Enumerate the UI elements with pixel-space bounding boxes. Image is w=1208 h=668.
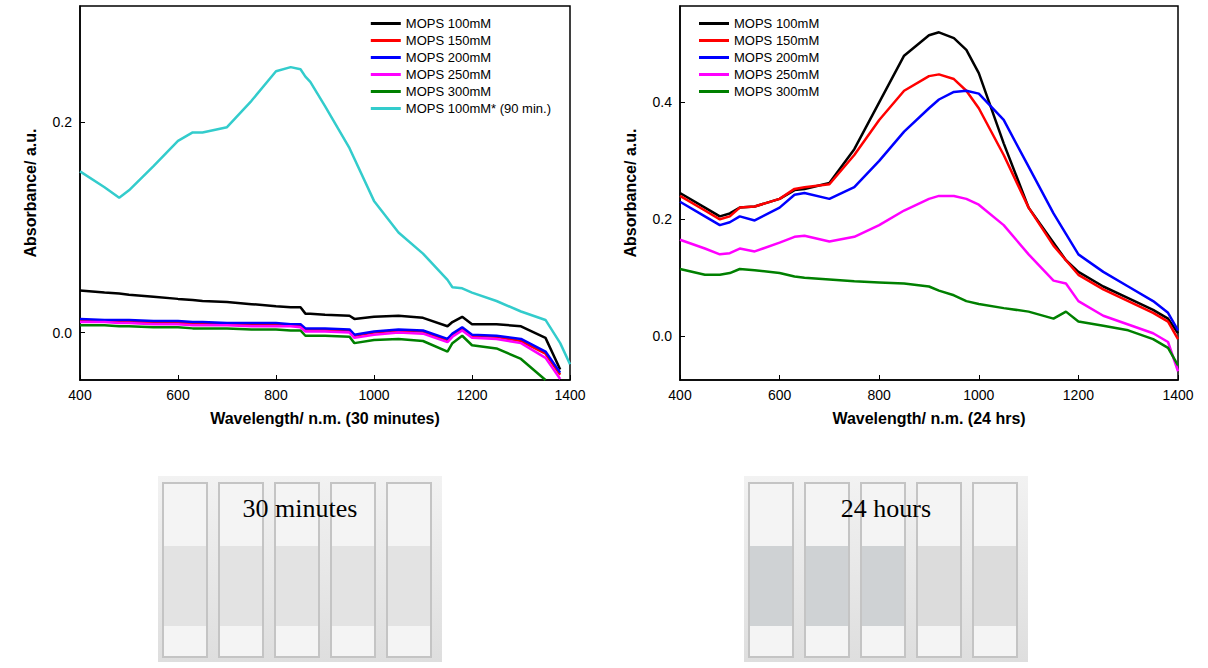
svg-text:MOPS 200mM: MOPS 200mM (734, 50, 819, 65)
svg-text:600: 600 (768, 387, 792, 403)
svg-text:MOPS 300mM: MOPS 300mM (406, 84, 491, 99)
svg-text:1200: 1200 (1063, 387, 1094, 403)
svg-text:0.0: 0.0 (653, 328, 673, 344)
svg-text:MOPS 100mM: MOPS 100mM (406, 16, 491, 31)
svg-text:1000: 1000 (358, 387, 389, 403)
svg-text:0.2: 0.2 (53, 114, 73, 130)
svg-text:0.0: 0.0 (53, 325, 73, 341)
svg-text:1400: 1400 (1162, 387, 1193, 403)
svg-text:MOPS 100mM: MOPS 100mM (734, 16, 819, 31)
svg-text:MOPS 200mM: MOPS 200mM (406, 50, 491, 65)
svg-text:MOPS 250mM: MOPS 250mM (406, 67, 491, 82)
svg-text:MOPS 250mM: MOPS 250mM (734, 67, 819, 82)
svg-text:0.4: 0.4 (653, 94, 673, 110)
svg-text:1200: 1200 (456, 387, 487, 403)
svg-text:MOPS 300mM: MOPS 300mM (734, 84, 819, 99)
svg-text:800: 800 (868, 387, 892, 403)
html-text:30 minutes: 30 minutes (242, 494, 358, 523)
svg-text:0.2: 0.2 (653, 211, 673, 227)
svg-text:Absorbance/ a.u.: Absorbance/ a.u. (622, 129, 639, 258)
svg-text:Absorbance/ a.u.: Absorbance/ a.u. (22, 129, 39, 258)
svg-text:600: 600 (166, 387, 190, 403)
svg-text:1000: 1000 (963, 387, 994, 403)
svg-text:Wavelength/ n.m. (24 hrs): Wavelength/ n.m. (24 hrs) (832, 410, 1025, 427)
svg-text:1400: 1400 (554, 387, 585, 403)
svg-text:800: 800 (264, 387, 288, 403)
svg-text:400: 400 (68, 387, 92, 403)
html-text:24 hours: 24 hours (840, 494, 932, 523)
svg-text:Wavelength/ n.m. (30 minutes): Wavelength/ n.m. (30 minutes) (210, 410, 440, 427)
svg-text:MOPS 150mM: MOPS 150mM (734, 33, 819, 48)
svg-text:MOPS 100mM* (90 min.): MOPS 100mM* (90 min.) (406, 101, 551, 116)
svg-text:MOPS 150mM: MOPS 150mM (406, 33, 491, 48)
svg-text:400: 400 (668, 387, 692, 403)
